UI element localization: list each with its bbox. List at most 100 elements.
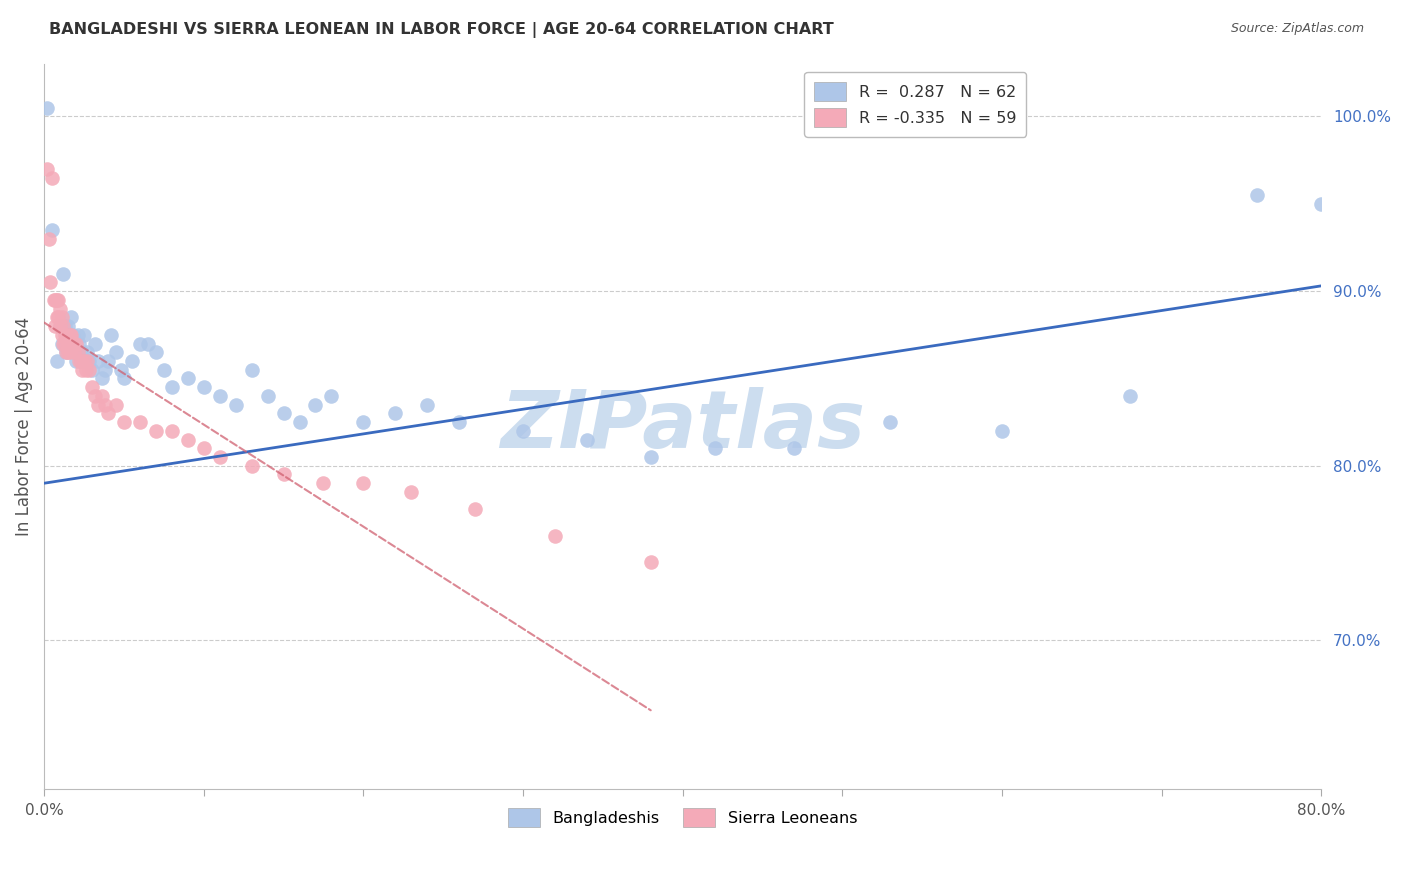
Point <box>72 345 94 359</box>
Text: ZIPatlas: ZIPatlas <box>501 387 865 466</box>
Point <box>703 442 725 456</box>
Point <box>80 380 103 394</box>
Point <box>67 336 90 351</box>
Point <box>90 371 112 385</box>
Point <box>160 424 183 438</box>
Point <box>44 319 66 334</box>
Point <box>73 327 96 342</box>
Point <box>55 327 77 342</box>
Point <box>56 345 79 359</box>
Point <box>640 450 662 464</box>
Point <box>66 345 89 359</box>
Point <box>56 336 79 351</box>
Point <box>53 319 76 334</box>
Point <box>544 528 567 542</box>
Point <box>575 433 598 447</box>
Point <box>52 267 75 281</box>
Point <box>225 398 247 412</box>
Y-axis label: In Labor Force | Age 20-64: In Labor Force | Age 20-64 <box>15 317 32 536</box>
Point <box>39 276 62 290</box>
Point <box>44 293 66 307</box>
Point <box>288 415 311 429</box>
Point <box>512 424 534 438</box>
Point <box>177 371 200 385</box>
Point <box>304 398 326 412</box>
Legend: Bangladeshis, Sierra Leoneans: Bangladeshis, Sierra Leoneans <box>499 800 866 835</box>
Point <box>208 450 231 464</box>
Point <box>321 389 343 403</box>
Point <box>128 336 150 351</box>
Point <box>84 336 107 351</box>
Point <box>160 380 183 394</box>
Point <box>49 319 72 334</box>
Point <box>51 327 73 342</box>
Point <box>153 362 176 376</box>
Point <box>80 362 103 376</box>
Point <box>208 389 231 403</box>
Point <box>60 327 83 342</box>
Point <box>49 319 72 334</box>
Point <box>449 415 471 429</box>
Point <box>128 415 150 429</box>
Point <box>145 424 167 438</box>
Point <box>45 354 67 368</box>
Point <box>37 161 59 176</box>
Point <box>879 415 901 429</box>
Point <box>37 101 59 115</box>
Point <box>193 380 215 394</box>
Point <box>240 362 263 376</box>
Point <box>75 354 97 368</box>
Point <box>48 310 70 325</box>
Point <box>63 345 86 359</box>
Point <box>384 406 406 420</box>
Point <box>121 354 143 368</box>
Point <box>49 301 72 316</box>
Point <box>53 336 76 351</box>
Point <box>51 336 73 351</box>
Point <box>65 336 87 351</box>
Point <box>94 398 117 412</box>
Text: BANGLADESHI VS SIERRA LEONEAN IN LABOR FORCE | AGE 20-64 CORRELATION CHART: BANGLADESHI VS SIERRA LEONEAN IN LABOR F… <box>49 22 834 38</box>
Point <box>52 319 75 334</box>
Point <box>55 345 77 359</box>
Point <box>110 362 132 376</box>
Point <box>62 327 84 342</box>
Point <box>104 345 127 359</box>
Point <box>69 354 91 368</box>
Point <box>77 354 100 368</box>
Point <box>87 354 110 368</box>
Point <box>48 293 70 307</box>
Point <box>94 362 117 376</box>
Point <box>66 327 89 342</box>
Point <box>77 362 100 376</box>
Point <box>76 354 98 368</box>
Point <box>73 354 96 368</box>
Point <box>65 354 87 368</box>
Point <box>84 389 107 403</box>
Point <box>52 336 75 351</box>
Point <box>273 467 295 482</box>
Point <box>1118 389 1140 403</box>
Point <box>112 415 135 429</box>
Point <box>240 458 263 473</box>
Point <box>640 555 662 569</box>
Point <box>45 310 67 325</box>
Point <box>273 406 295 420</box>
Point <box>38 232 60 246</box>
Point <box>41 170 63 185</box>
Point <box>90 389 112 403</box>
Point <box>464 502 486 516</box>
Point <box>51 310 73 325</box>
Point <box>136 336 159 351</box>
Point <box>72 362 94 376</box>
Point <box>352 476 374 491</box>
Point <box>193 442 215 456</box>
Point <box>69 354 91 368</box>
Point <box>352 415 374 429</box>
Point <box>104 398 127 412</box>
Point <box>41 223 63 237</box>
Point <box>256 389 278 403</box>
Point <box>62 336 84 351</box>
Point <box>401 485 423 500</box>
Point <box>1310 196 1333 211</box>
